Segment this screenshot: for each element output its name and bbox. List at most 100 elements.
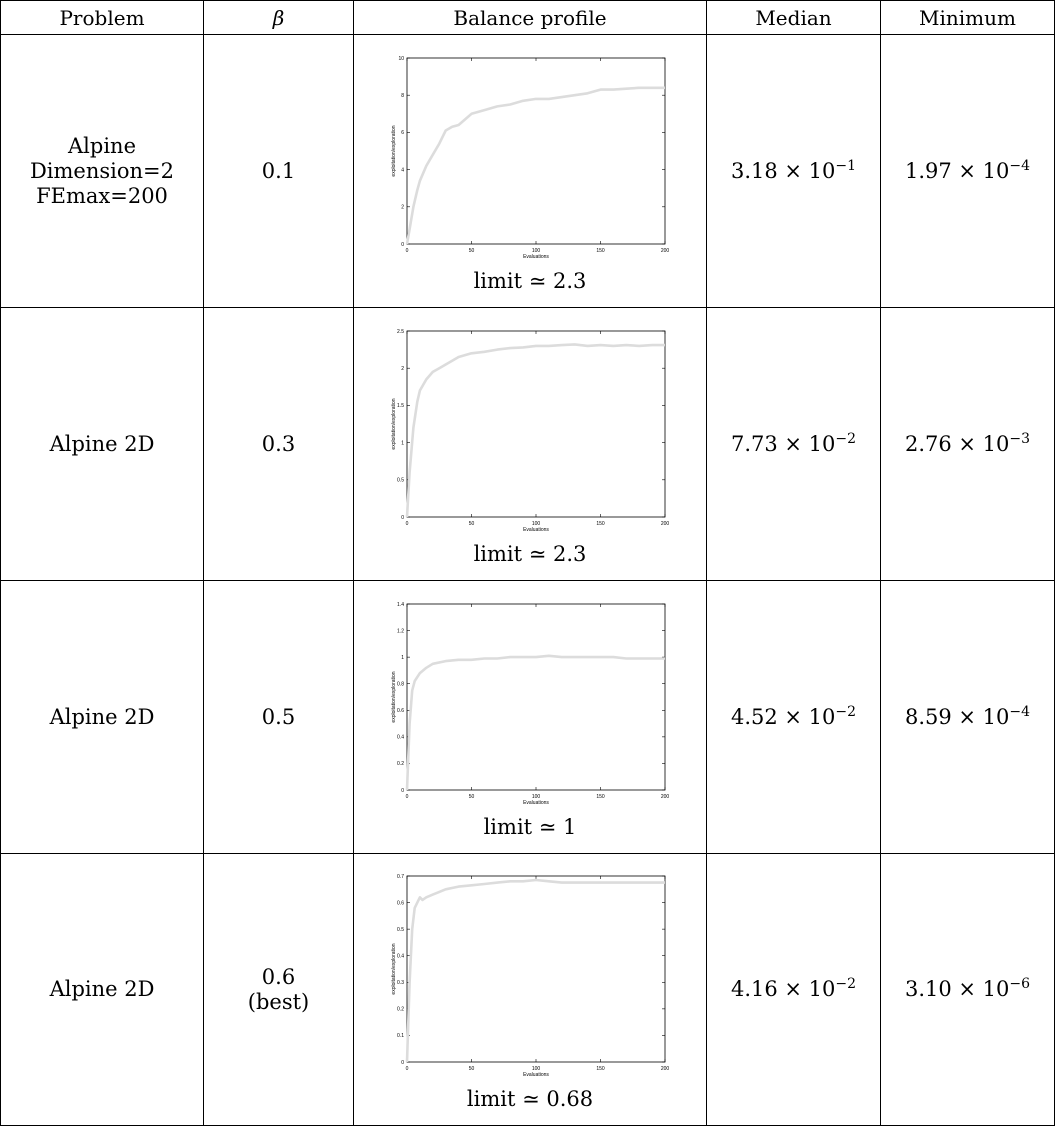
minimum-cell: 2.76 × 10−3 [880,307,1055,581]
problem-line: Alpine 2D [49,431,155,456]
table-row: Alpine 2D 0.3 0 50 100 150 200 0 0.5 1 1.5 2 2.5 Ev… [0,307,1055,581]
beta-value: 0.6 [261,964,296,989]
series-line [405,342,665,517]
minimum-exponent: −3 [1009,430,1031,447]
minimum-mantissa: 1.97 × 10 [904,158,1010,183]
median-exponent: −2 [835,976,857,992]
limit-label: limit ≃ 2.3 [473,268,587,293]
y-tick-label: 0.3 [397,980,404,986]
plot-frame [406,603,666,790]
series-line [405,653,665,790]
median-cell: 7.73 × 10−2 [706,307,881,581]
y-tick-label: 0.6 [397,900,404,906]
plot-frame [406,875,666,1063]
header-minimum: Minimum [880,0,1055,35]
balance-profile-chart: 0 50 100 150 200 0 0.1 0.2 0.3 0.4 0.5 0.6 0.7 Evalua… [391,874,670,1078]
y-tick-label: 0 [401,241,404,247]
x-tick-label: 50 [469,248,475,254]
x-tick-label: 50 [469,1066,475,1072]
table-row: Alpine Dimension=2 FEmax=200 0.1 0 50 100 1… [0,34,1055,308]
y-tick-label: 10 [398,55,404,61]
median-cell: 4.16 × 10−2 [706,853,881,1126]
y-tick-label: 1.4 [397,601,404,607]
problem-cell: Alpine 2D [0,580,204,854]
header-row: Problem β Balance profile Median Minimum [0,0,1055,35]
x-axis-label: Evaluations [523,254,549,260]
beta-cell: 0.3 [203,307,354,581]
y-tick-label: 0.6 [397,708,404,714]
median-cell: 4.52 × 10−2 [706,580,881,854]
median-mantissa: 7.73 × 10 [730,431,836,456]
x-tick-label: 100 [532,248,541,254]
x-tick-label: 0 [406,521,409,527]
profile-cell: 0 50 100 150 200 0 0.5 1 1.5 2 2.5 Evaluations explo… [353,307,707,581]
y-tick-label: 0.2 [397,761,404,767]
profile-cell: 0 50 100 150 200 0 2 4 6 8 10 Evaluations exploitati… [353,34,707,308]
y-tick-label: 1.2 [397,628,404,634]
minimum-mantissa: 8.59 × 10 [904,704,1010,729]
y-tick-label: 0 [401,514,404,520]
header-beta: β [203,0,354,35]
x-tick-label: 200 [661,521,670,527]
x-tick-label: 50 [469,794,475,800]
median-exponent: −2 [835,703,857,720]
y-tick-label: 0.2 [397,1007,404,1013]
y-axis-label: exploitation/exploration [391,943,397,994]
y-tick-label: 1 [401,654,404,660]
header-profile: Balance profile [353,0,707,35]
y-tick-label: 0 [401,1060,404,1066]
x-tick-label: 100 [532,521,541,527]
header-median: Median [706,0,881,35]
minimum-cell: 3.10 × 10−6 [880,853,1055,1126]
beta-value: 0.1 [261,158,296,183]
y-tick-label: 1 [401,440,404,446]
minimum-exponent: −6 [1009,976,1031,992]
y-tick-label: 2 [401,366,404,372]
plot-frame [406,330,666,517]
problem-line: Alpine 2D [49,704,155,729]
y-tick-label: 6 [401,130,404,136]
minimum-cell: 1.97 × 10−4 [880,34,1055,308]
problem-cell: Alpine 2D [0,307,204,581]
median-cell: 3.18 × 10−1 [706,34,881,308]
x-tick-label: 100 [532,794,541,800]
y-tick-label: 2.5 [397,328,404,334]
beta-value: 0.3 [261,431,296,456]
x-axis-label: Evaluations [523,1072,549,1078]
series-line [405,85,665,244]
y-tick-label: 0.7 [397,874,404,880]
series-line [405,878,665,1063]
beta-cell: 0.1 [203,34,354,308]
y-tick-label: 0.5 [397,477,404,483]
x-tick-label: 200 [661,1066,670,1072]
y-axis-label: exploitation/exploration [391,398,397,449]
median-mantissa: 4.16 × 10 [730,977,836,1001]
y-tick-label: 0 [401,787,404,793]
x-tick-label: 0 [406,248,409,254]
x-tick-label: 0 [406,794,409,800]
problem-line: FEmax=200 [36,183,168,208]
balance-profile-chart: 0 50 100 150 200 0 0.5 1 1.5 2 2.5 Evaluations explo… [391,328,670,533]
header-problem: Problem [0,0,204,35]
x-tick-label: 200 [661,248,670,254]
median-mantissa: 4.52 × 10 [730,704,836,729]
x-axis-label: Evaluations [523,527,549,533]
plot-frame [406,57,666,244]
x-tick-label: 150 [596,248,605,254]
minimum-mantissa: 3.10 × 10 [904,977,1010,1001]
y-tick-label: 0.4 [397,734,404,740]
y-tick-label: 8 [401,93,404,99]
y-tick-label: 0.5 [397,927,404,933]
x-tick-label: 50 [469,521,475,527]
x-tick-label: 200 [661,794,670,800]
beta-cell: 0.6 (best) [203,853,354,1126]
minimum-exponent: −4 [1009,157,1031,174]
problem-cell: Alpine Dimension=2 FEmax=200 [0,34,204,308]
balance-profile-chart: 0 50 100 150 200 0 2 4 6 8 10 Evaluations exploitati… [391,55,670,260]
minimum-cell: 8.59 × 10−4 [880,580,1055,854]
table-row: Alpine 2D 0.6 (best) 0 50 100 150 200 0 0.1 0.2… [0,853,1055,1126]
y-tick-label: 0.1 [397,1033,404,1039]
problem-line: Alpine 2D [49,977,155,1001]
y-tick-label: 1.5 [397,403,404,409]
minimum-exponent: −4 [1009,703,1031,720]
